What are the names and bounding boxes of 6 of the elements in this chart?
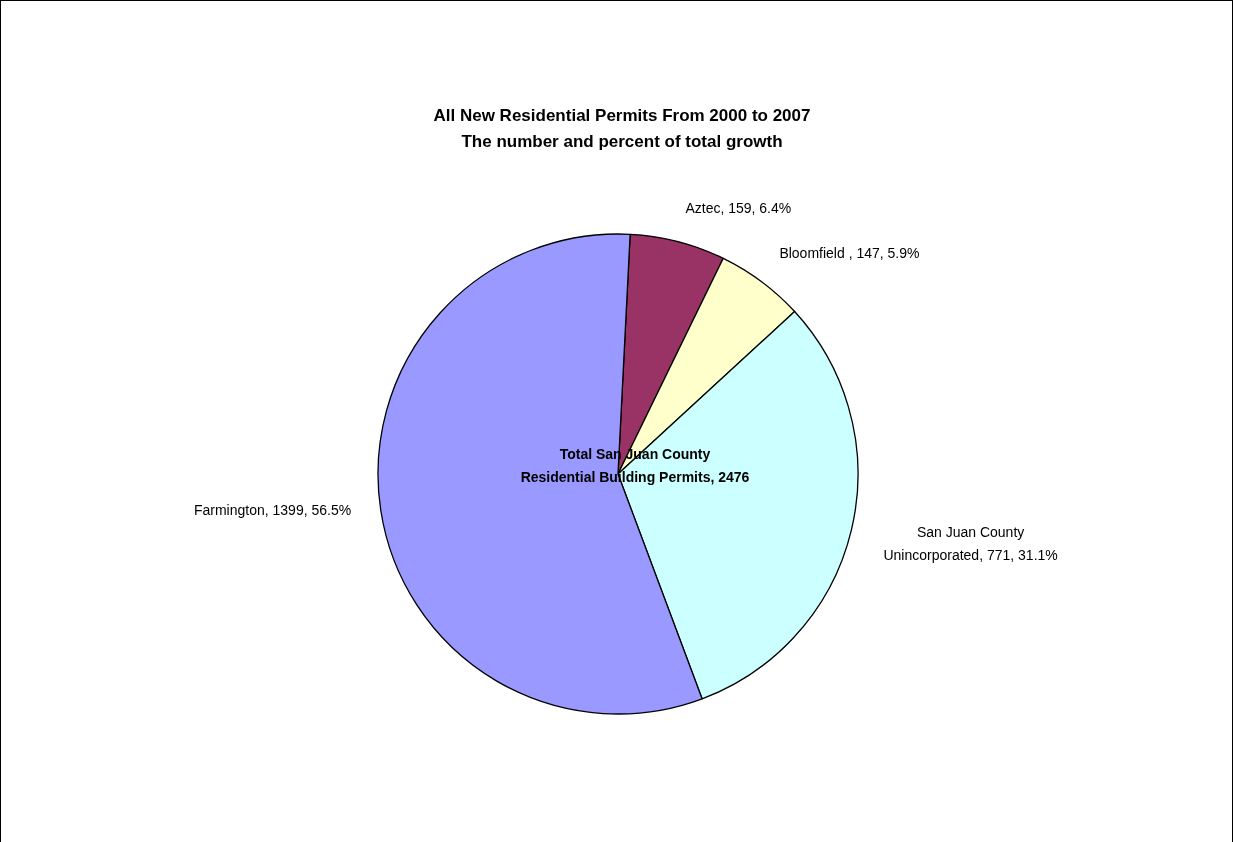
chart-title: All New Residential Permits From 2000 to 2007 <box>433 106 811 125</box>
slice-label: Bloomfield , 147, 5.9% <box>779 244 920 261</box>
slice-label: San Juan County Unincorporated, 771, 31.1% <box>883 523 1058 563</box>
chart-subtitle: The number and percent of total growth <box>461 132 783 151</box>
slice-label: Farmington, 1399, 56.5% <box>193 502 352 519</box>
slice-label: Aztec, 159, 6.4% <box>685 199 792 216</box>
